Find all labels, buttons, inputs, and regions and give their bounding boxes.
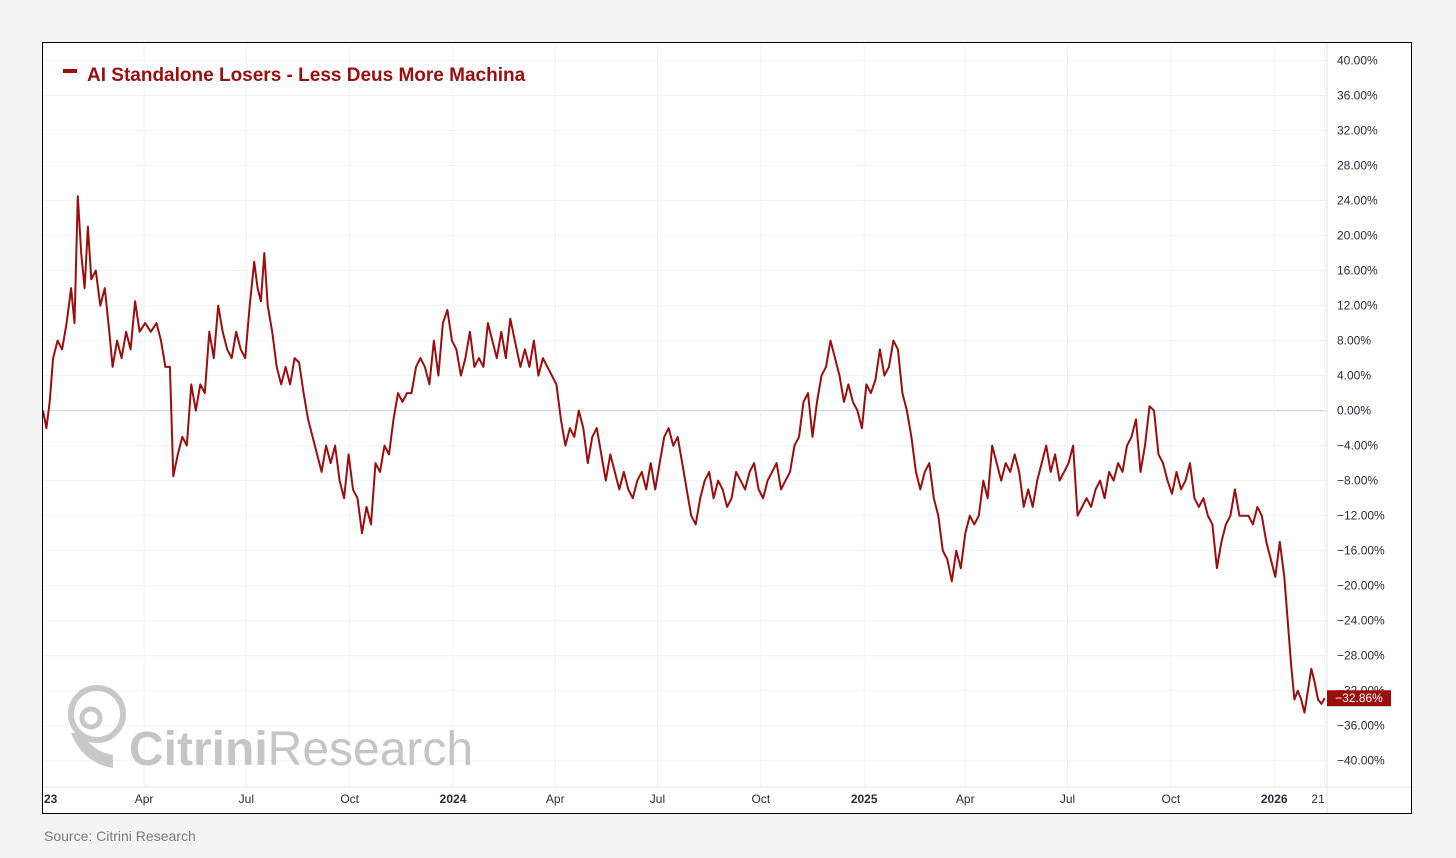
watermark-text-light: Research bbox=[268, 723, 473, 776]
y-tick-label: −12.00% bbox=[1337, 509, 1385, 523]
y-tick-label: 4.00% bbox=[1337, 369, 1371, 383]
chart-title: AI Standalone Losers - Less Deus More Ma… bbox=[87, 65, 526, 86]
y-tick-label: 32.00% bbox=[1337, 124, 1378, 138]
y-tick-label: 24.00% bbox=[1337, 194, 1378, 208]
y-tick-label: −24.00% bbox=[1337, 614, 1385, 628]
watermark-text-bold: Citrini bbox=[129, 723, 268, 776]
x-tick-label: Apr bbox=[956, 792, 975, 806]
y-tick-label: 28.00% bbox=[1337, 159, 1378, 173]
y-tick-label: 8.00% bbox=[1337, 334, 1371, 348]
x-axis: 23 Apr Jul Oct 2024 Apr Jul Oct 2025 Apr Jul Oct 202… bbox=[44, 792, 1325, 806]
x-tick-label: 23 bbox=[44, 792, 58, 806]
y-tick-label: −4.00% bbox=[1337, 439, 1378, 453]
x-tick-label: Oct bbox=[1162, 792, 1181, 806]
source-caption: Source: Citrini Research bbox=[44, 828, 196, 844]
y-tick-label: 16.00% bbox=[1337, 264, 1378, 278]
x-tick-label: Oct bbox=[751, 792, 770, 806]
grid-layer bbox=[43, 43, 1411, 813]
last-value-label: −32.86% bbox=[1335, 691, 1383, 705]
y-axis: 40.00% 36.00% 32.00% 28.00% 24.00% 20.00% 16.0… bbox=[1337, 54, 1385, 768]
x-tick-label: 2026 bbox=[1261, 792, 1288, 806]
y-tick-label: 40.00% bbox=[1337, 54, 1378, 68]
legend-swatch bbox=[63, 69, 77, 73]
series-layer bbox=[43, 195, 1326, 714]
x-tick-label: 21 bbox=[1311, 792, 1325, 806]
legend: AI Standalone Losers - Less Deus More Ma… bbox=[63, 65, 526, 86]
y-tick-label: 20.00% bbox=[1337, 229, 1378, 243]
x-tick-label: Apr bbox=[546, 792, 565, 806]
y-tick-label: −16.00% bbox=[1337, 544, 1385, 558]
x-tick-label: Apr bbox=[135, 792, 154, 806]
y-tick-label: −36.00% bbox=[1337, 719, 1385, 733]
x-tick-label: Jul bbox=[239, 792, 254, 806]
last-value-badge: −32.86% bbox=[1327, 690, 1391, 707]
svg-text:CitriniResearch: CitriniResearch bbox=[129, 723, 473, 776]
x-tick-label: Jul bbox=[650, 792, 665, 806]
y-tick-label: 12.00% bbox=[1337, 299, 1378, 313]
y-tick-label: −28.00% bbox=[1337, 649, 1385, 663]
watermark: CitriniResearch bbox=[68, 685, 473, 776]
watermark-logo-icon bbox=[68, 685, 126, 768]
y-tick-label: −20.00% bbox=[1337, 579, 1385, 593]
y-tick-label: 36.00% bbox=[1337, 89, 1378, 103]
y-tick-label: −40.00% bbox=[1337, 754, 1385, 768]
y-tick-label: 0.00% bbox=[1337, 404, 1371, 418]
x-tick-label: 2024 bbox=[440, 792, 467, 806]
last-value-badge-bg bbox=[1327, 690, 1391, 707]
y-tick-label: −8.00% bbox=[1337, 474, 1378, 488]
x-tick-label: Oct bbox=[340, 792, 359, 806]
x-tick-label: 2025 bbox=[851, 792, 878, 806]
x-tick-label: Jul bbox=[1060, 792, 1075, 806]
series-line bbox=[43, 195, 1326, 714]
chart-svg: CitriniResearch 40.00% 36.00% 32.00% 28.00%… bbox=[43, 43, 1411, 813]
chart-frame: CitriniResearch 40.00% 36.00% 32.00% 28.00%… bbox=[42, 42, 1412, 814]
